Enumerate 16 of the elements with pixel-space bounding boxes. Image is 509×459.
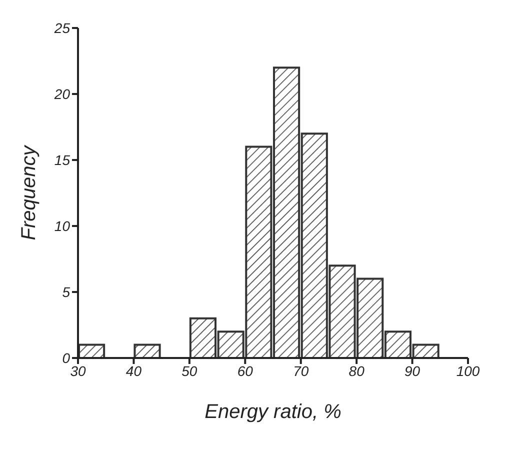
x-tick-label: 30	[70, 362, 86, 379]
y-tick-label: 25	[53, 20, 70, 36]
x-tick-label: 70	[293, 362, 309, 379]
y-tick-label: 5	[62, 284, 70, 300]
x-tick-label: 100	[456, 362, 480, 379]
x-tick-label: 80	[348, 362, 365, 379]
x-tick-label: 60	[237, 362, 254, 379]
x-tick-label: 40	[126, 362, 142, 379]
y-tick-label: 0	[62, 350, 70, 366]
y-axis-title: Frequency	[18, 144, 40, 240]
x-tick-label: 50	[182, 362, 198, 379]
y-tick-label: 15	[54, 152, 70, 168]
x-tick-label: 90	[404, 362, 420, 379]
y-tick-label: 20	[53, 86, 70, 102]
y-tick-label: 10	[54, 218, 70, 234]
x-axis-title: Energy ratio, %	[204, 401, 342, 423]
